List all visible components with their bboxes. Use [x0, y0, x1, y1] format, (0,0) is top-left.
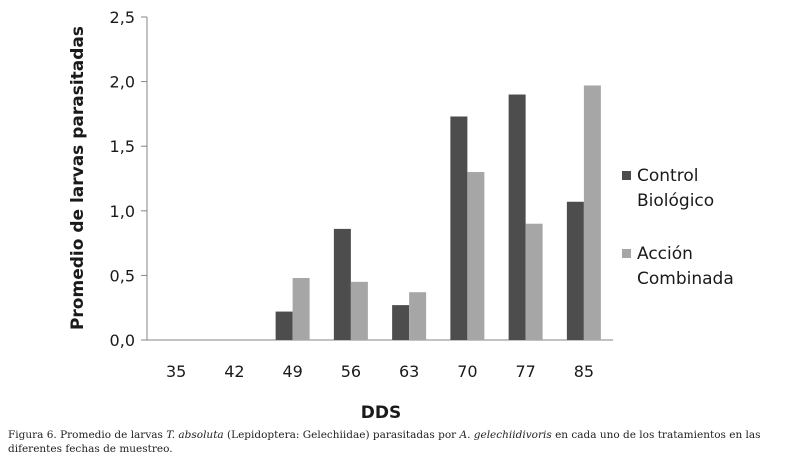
y-tick-label: 0,0 [110, 331, 135, 350]
y-tick-label: 1,5 [110, 137, 135, 156]
bar-chart: 0,0 0,5 1,0 1,5 2,0 2,5 35 42 49 56 63 70 77 85 Prom… [68, 8, 734, 423]
bar-accion-combinada [409, 292, 427, 340]
caption-prefix: Figura 6. Promedio de larvas [8, 429, 167, 441]
bar-accion-combinada [467, 172, 485, 340]
caption-suffix: en cada uno de los tratamientos en las d… [8, 429, 761, 455]
caption-species: T. absoluta [166, 429, 224, 441]
y-tick-label: 2,5 [110, 8, 135, 27]
x-tick-label: 35 [166, 362, 186, 381]
bar-control-biologico [333, 228, 351, 340]
figure-caption: Figura 6. Promedio de larvas T. absoluta… [8, 428, 792, 456]
bar-control-biologico [566, 201, 584, 340]
legend-label: Control [637, 166, 698, 186]
y-tick-label: 1,0 [110, 202, 135, 221]
bar-control-biologico [508, 94, 526, 341]
bar-accion-combinada [583, 85, 601, 340]
bars [275, 85, 601, 341]
x-tick-label: 49 [282, 362, 302, 381]
bar-accion-combinada [525, 223, 543, 340]
bar-control-biologico [392, 305, 410, 340]
legend: Control Biológico Acción Combinada [622, 166, 734, 289]
legend-swatch [622, 249, 631, 258]
bar-control-biologico [450, 116, 468, 340]
x-tick-label: 70 [457, 362, 477, 381]
legend-swatch [622, 171, 631, 180]
legend-label: Biológico [637, 191, 714, 211]
bar-control-biologico [275, 311, 293, 340]
legend-label: Acción [637, 244, 693, 264]
bar-accion-combinada [292, 277, 310, 340]
caption-parasitoid: A. gelechiidivoris [459, 429, 552, 441]
y-axis-title: Promedio de larvas parasitadas [68, 26, 88, 330]
x-tick-label: 63 [399, 362, 419, 381]
x-tick-label: 56 [341, 362, 361, 381]
x-axis-title: DDS [361, 403, 401, 423]
legend-label: Combinada [637, 269, 734, 289]
x-axis: 35 42 49 56 63 70 77 85 [147, 339, 613, 381]
y-tick-label: 0,5 [110, 266, 135, 285]
y-tick-label: 2,0 [110, 73, 135, 92]
x-tick-label: 85 [574, 362, 594, 381]
bar-accion-combinada [350, 281, 368, 340]
x-tick-label: 42 [224, 362, 244, 381]
y-axis: 0,0 0,5 1,0 1,5 2,0 2,5 [110, 8, 148, 350]
x-tick-label: 77 [515, 362, 535, 381]
caption-middle: (Lepidoptera: Gelechiidae) parasitadas p… [223, 429, 460, 441]
